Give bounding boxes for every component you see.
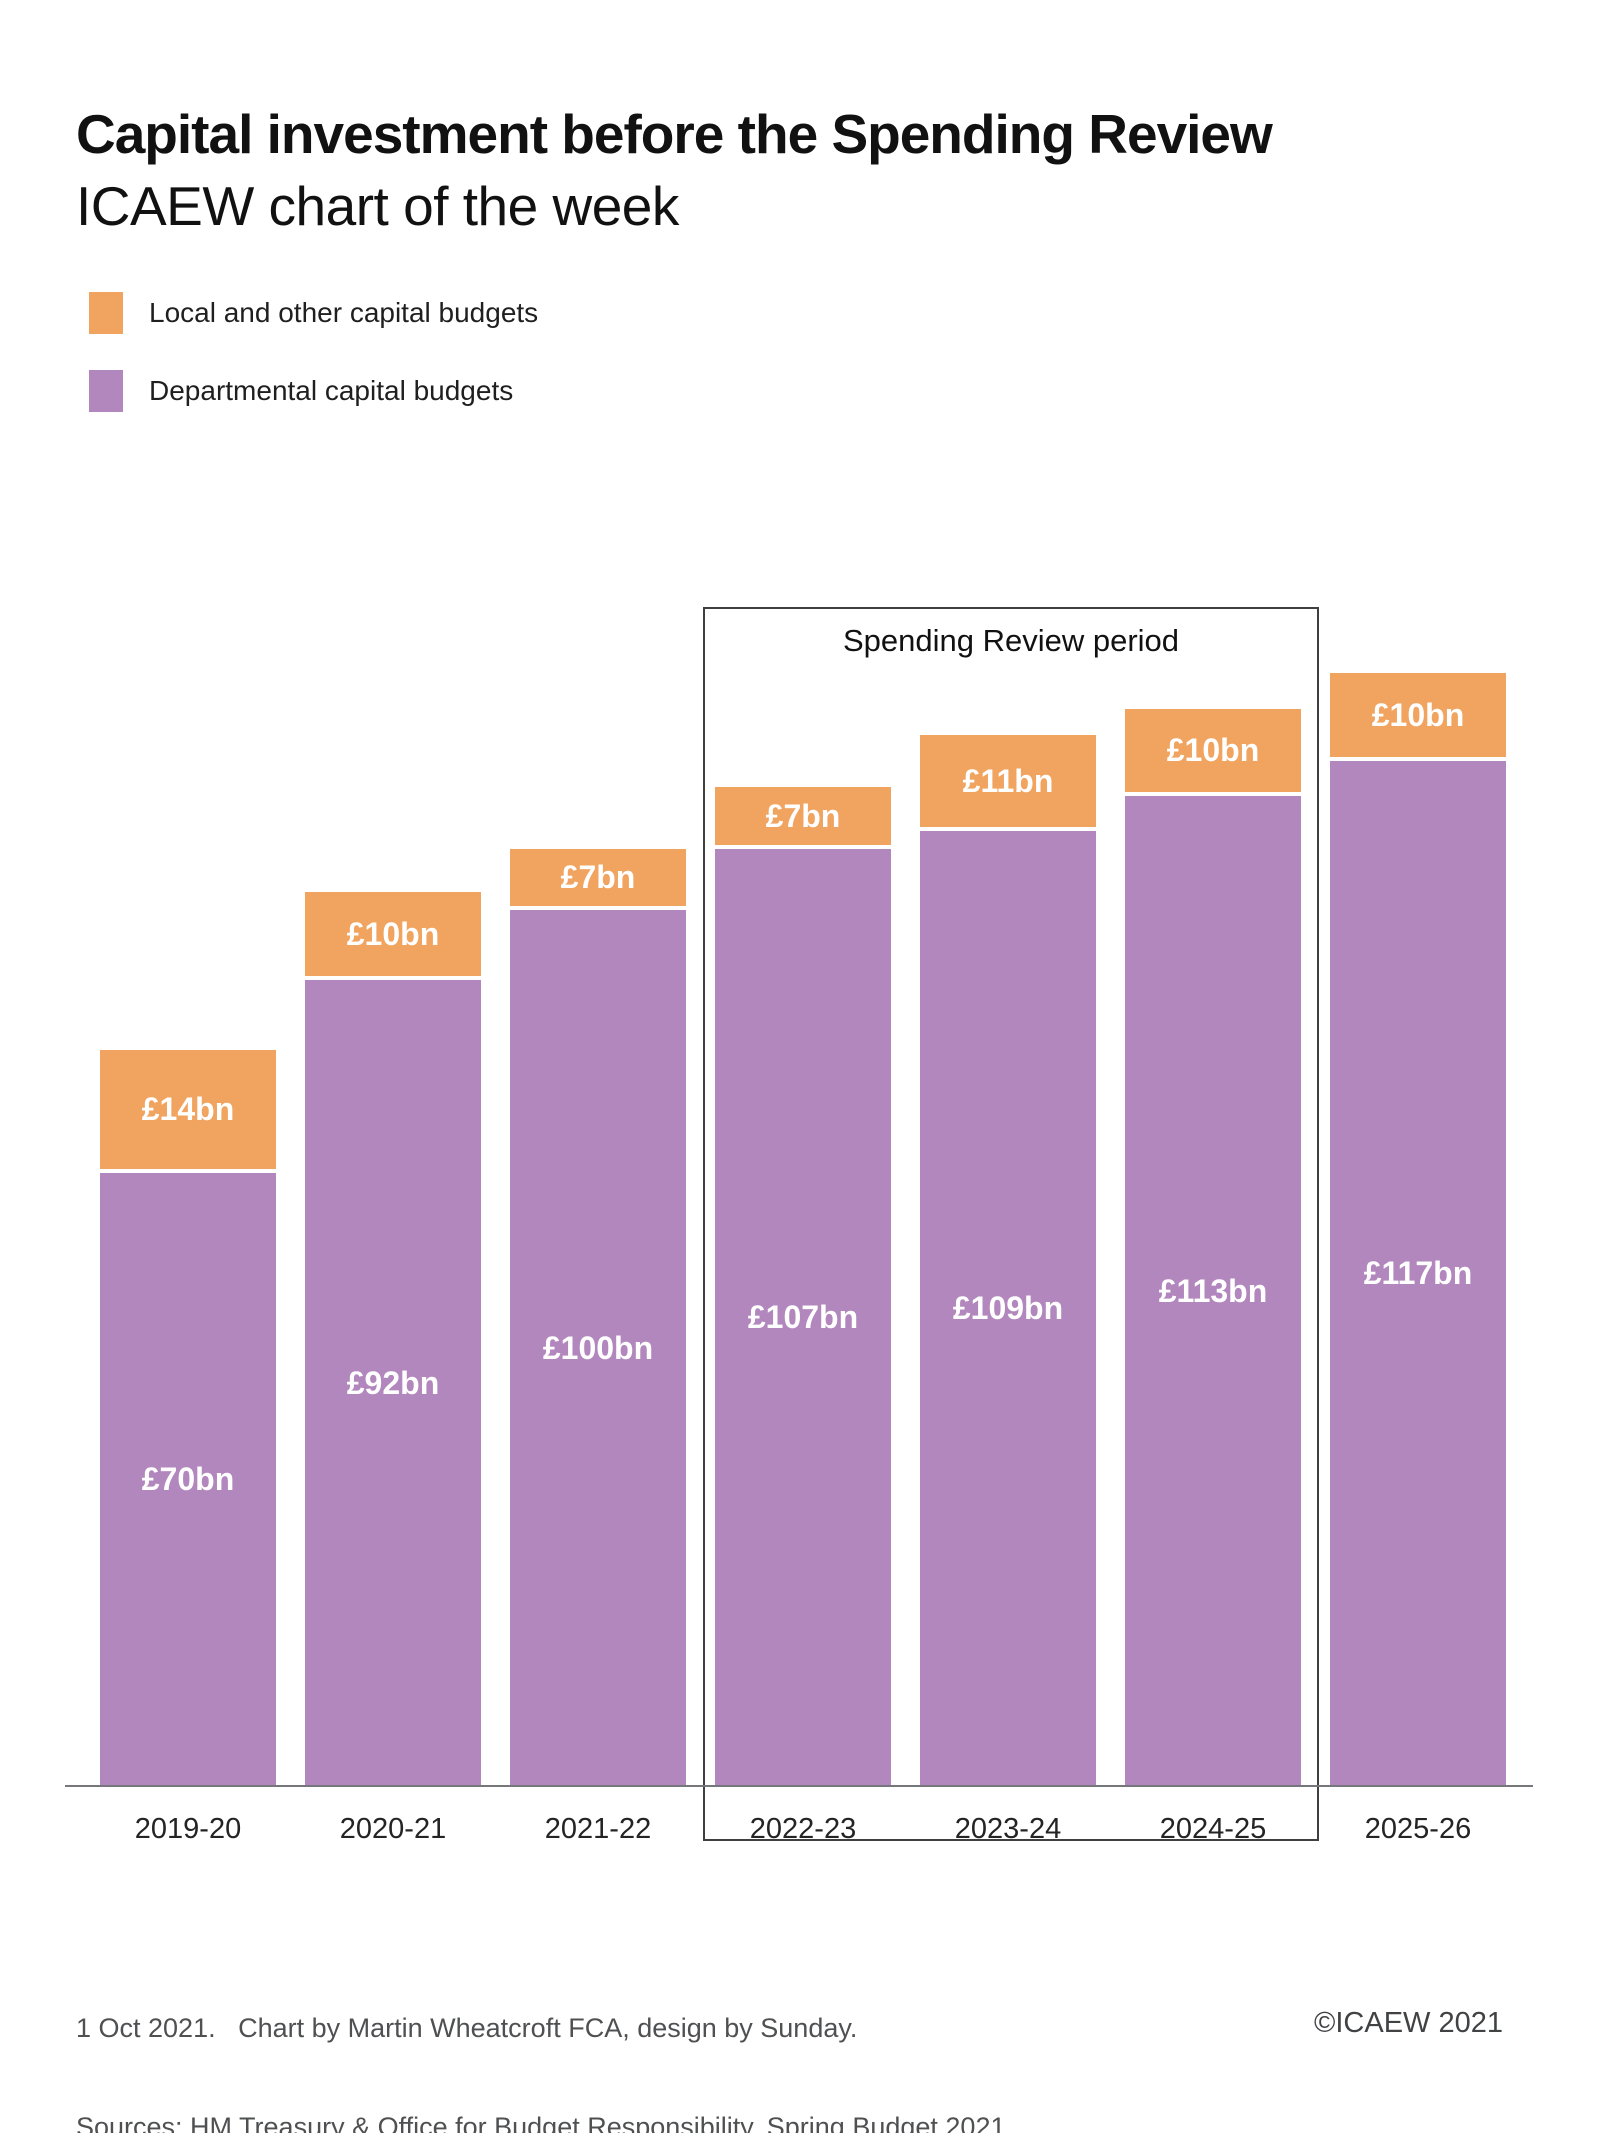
bar-segment-local-2022-23: £7bn xyxy=(715,787,891,845)
bar-value-label: £70bn xyxy=(141,1461,235,1497)
bar-segment-local-2020-21: £10bn xyxy=(305,892,481,976)
legend-label-departmental: Departmental capital budgets xyxy=(149,375,514,406)
bar-value-label: £7bn xyxy=(765,797,841,834)
bar-value-label: £10bn xyxy=(346,915,440,952)
bar-segment-local-2019-20: £14bn xyxy=(100,1050,276,1169)
x-axis-label-2020-21: 2020-21 xyxy=(339,1813,447,1845)
spending-review-box: Spending Review period xyxy=(703,607,1319,1841)
x-axis-label-2023-24: 2023-24 xyxy=(954,1813,1062,1845)
chart-title: Capital investment before the Spending R… xyxy=(76,103,1273,165)
bar-segment-departmental-2023-24: £109bn xyxy=(920,831,1096,1786)
x-axis-label-2024-25: 2024-25 xyxy=(1159,1813,1267,1845)
bar-segment-departmental-2019-20: £70bn xyxy=(100,1173,276,1786)
bar-segment-departmental-2021-22: £100bn xyxy=(510,910,686,1786)
x-axis-label-2019-20: 2019-20 xyxy=(134,1813,242,1845)
bar-value-label: £100bn xyxy=(542,1329,654,1366)
bar-segment-departmental-2024-25: £113bn xyxy=(1125,796,1301,1786)
copyright-notice: ©ICAEW 2021 xyxy=(1314,2007,1503,2039)
bar-segment-local-2023-24: £11bn xyxy=(920,735,1096,827)
bar-segment-local-2021-22: £7bn xyxy=(510,849,686,906)
spending-review-label: Spending Review period xyxy=(842,623,1180,658)
legend-swatch-local-icon xyxy=(89,292,123,334)
legend-label-local: Local and other capital budgets xyxy=(149,297,539,328)
bar-value-label: £7bn xyxy=(560,859,636,895)
legend-swatch-departmental-icon xyxy=(89,370,123,412)
footer-line-sources: Sources: HM Treasury & Office for Budget… xyxy=(76,2112,1013,2133)
x-axis-line xyxy=(65,1785,1533,1787)
legend-item-departmental: Departmental capital budgets xyxy=(89,370,513,412)
bar-segment-departmental-2020-21: £92bn xyxy=(305,980,481,1786)
bar-segment-local-2025-26: £10bn xyxy=(1330,673,1506,757)
bar-value-label: £14bn xyxy=(141,1091,235,1127)
bar-segment-local-2024-25: £10bn xyxy=(1125,709,1301,792)
bar-segment-departmental-2022-23: £107bn xyxy=(715,849,891,1786)
bar-value-label: £109bn xyxy=(952,1290,1064,1326)
chart-subtitle: ICAEW chart of the week xyxy=(76,175,679,237)
bar-value-label: £10bn xyxy=(1166,732,1260,768)
footer-line-date-credit: 1 Oct 2021. Chart by Martin Wheatcroft F… xyxy=(76,2013,858,2043)
bar-value-label: £117bn xyxy=(1363,1255,1473,1291)
footer-notes: 1 Oct 2021. Chart by Martin Wheatcroft F… xyxy=(76,1946,1013,2133)
bar-segment-departmental-2025-26: £117bn xyxy=(1330,761,1506,1786)
x-axis-label-2021-22: 2021-22 xyxy=(544,1813,652,1845)
bar-value-label: £107bn xyxy=(747,1299,859,1335)
legend-item-local: Local and other capital budgets xyxy=(89,292,538,334)
x-axis-label-2022-23: 2022-23 xyxy=(749,1813,857,1845)
bar-value-label: £92bn xyxy=(346,1364,440,1401)
x-axis-label-2025-26: 2025-26 xyxy=(1364,1813,1472,1845)
bar-value-label: £10bn xyxy=(1371,696,1465,733)
bar-value-label: £11bn xyxy=(962,762,1054,799)
bar-value-label: £113bn xyxy=(1158,1272,1268,1309)
